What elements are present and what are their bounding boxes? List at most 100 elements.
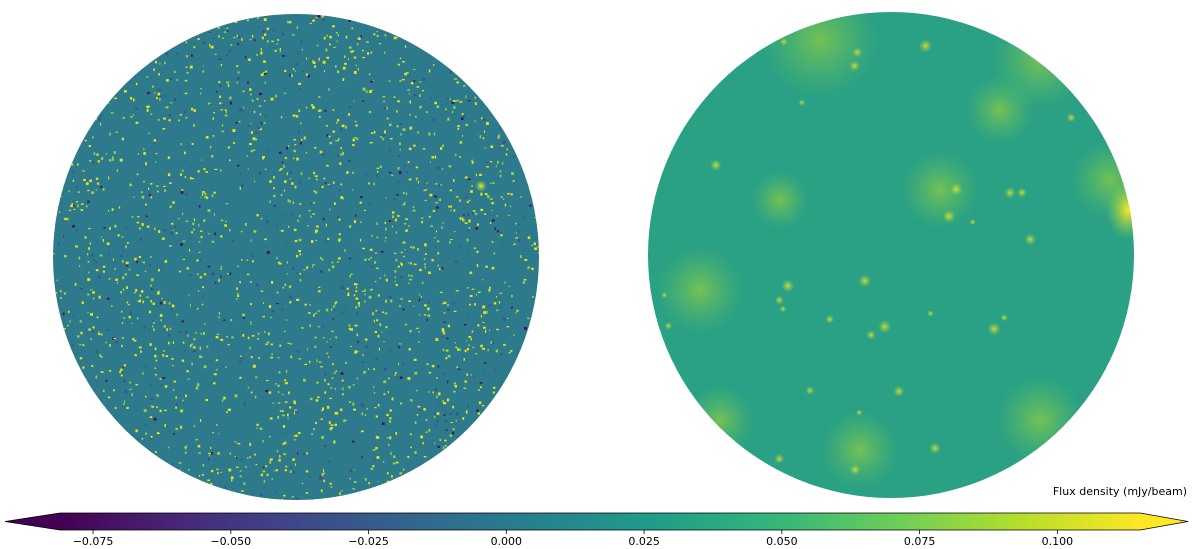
noise-pixel xyxy=(446,481,449,483)
noise-pixel xyxy=(399,376,403,379)
noise-pixel xyxy=(413,358,417,361)
noise-pixel xyxy=(165,471,168,475)
noise-pixel xyxy=(482,485,485,488)
noise-pixel xyxy=(241,184,243,187)
noise-pixel xyxy=(501,144,504,147)
noise-pixel xyxy=(497,160,499,164)
noise-pixel xyxy=(328,460,331,464)
point-source xyxy=(779,305,787,313)
noise-pixel xyxy=(412,335,416,337)
noise-pixel xyxy=(488,415,492,418)
noise-pixel xyxy=(492,470,496,474)
noise-pixel xyxy=(85,182,89,185)
noise-pixel xyxy=(388,220,392,222)
noise-pixel xyxy=(297,219,299,222)
noise-pixel xyxy=(349,469,352,472)
noise-pixel xyxy=(301,70,304,73)
noise-pixel xyxy=(286,242,289,244)
noise-pixel xyxy=(320,256,322,260)
noise-pixel xyxy=(408,282,410,284)
noise-pixel xyxy=(472,211,474,215)
noise-pixel xyxy=(250,303,252,306)
noise-pixel xyxy=(214,232,217,236)
noise-pixel xyxy=(405,171,409,173)
noise-pixel xyxy=(441,168,444,170)
noise-pixel xyxy=(268,391,272,394)
noise-pixel xyxy=(442,14,444,16)
noise-pixel xyxy=(510,120,513,124)
noise-pixel xyxy=(250,122,252,125)
noise-pixel xyxy=(98,275,101,279)
noise-pixel xyxy=(494,227,497,230)
noise-pixel xyxy=(260,51,263,55)
noise-pixel xyxy=(519,455,521,458)
noise-pixel xyxy=(438,184,441,188)
noise-pixel xyxy=(435,182,438,185)
noise-pixel xyxy=(352,189,354,191)
noise-pixel xyxy=(277,39,280,41)
noise-pixel xyxy=(93,475,96,479)
noise-pixel xyxy=(403,241,406,244)
noise-pixel xyxy=(180,409,184,411)
noise-pixel xyxy=(321,473,324,477)
noise-pixel xyxy=(541,482,544,484)
noise-pixel xyxy=(220,471,222,473)
noise-pixel xyxy=(412,68,416,70)
noise-pixel xyxy=(208,455,211,457)
noise-pixel xyxy=(170,78,173,80)
noise-pixel xyxy=(436,377,438,380)
noise-pixel xyxy=(235,121,238,124)
noise-pixel xyxy=(386,480,390,484)
noise-pixel xyxy=(254,453,256,456)
noise-pixel xyxy=(541,499,543,502)
noise-pixel xyxy=(145,296,149,298)
noise-pixel xyxy=(108,159,112,162)
noise-pixel xyxy=(438,392,441,396)
noise-pixel xyxy=(475,485,477,488)
noise-pixel xyxy=(499,100,502,104)
noise-pixel xyxy=(205,171,209,173)
noise-pixel xyxy=(491,202,494,205)
noise-pixel xyxy=(234,20,238,24)
noise-pixel xyxy=(264,70,267,73)
noise-pixel xyxy=(89,242,91,245)
noise-pixel xyxy=(535,428,538,431)
noise-pixel xyxy=(193,338,196,341)
noise-pixel xyxy=(213,382,216,385)
noise-pixel xyxy=(109,132,111,136)
noise-pixel xyxy=(333,372,336,374)
noise-pixel xyxy=(274,383,278,385)
noise-pixel xyxy=(329,35,332,39)
noise-pixel xyxy=(257,26,260,28)
noise-pixel xyxy=(313,313,315,317)
noise-pixel xyxy=(322,324,325,328)
noise-pixel xyxy=(192,346,196,349)
noise-pixel xyxy=(500,353,502,355)
noise-pixel xyxy=(100,371,104,373)
noise-pixel xyxy=(503,391,507,393)
noise-pixel xyxy=(288,391,290,395)
noise-pixel xyxy=(305,106,308,109)
noise-pixel xyxy=(80,287,84,290)
noise-pixel xyxy=(280,194,283,196)
noise-pixel xyxy=(254,180,256,183)
noise-pixel xyxy=(424,180,428,183)
noise-pixel xyxy=(158,230,161,233)
noise-pixel xyxy=(213,191,216,194)
noise-pixel xyxy=(326,405,330,409)
noise-pixel xyxy=(407,89,411,91)
noise-pixel xyxy=(265,114,267,117)
noise-pixel xyxy=(230,319,233,322)
noise-pixel xyxy=(506,148,508,151)
noise-pixel xyxy=(415,166,418,169)
noise-pixel xyxy=(264,238,267,241)
noise-pixel xyxy=(290,343,293,345)
noise-pixel xyxy=(263,60,266,63)
noise-pixel xyxy=(470,190,473,193)
noise-pixel xyxy=(59,80,61,84)
tick-label: 0.050 xyxy=(766,535,798,548)
noise-pixel xyxy=(67,46,69,50)
noise-pixel xyxy=(213,213,215,217)
noise-pixel xyxy=(122,249,124,253)
